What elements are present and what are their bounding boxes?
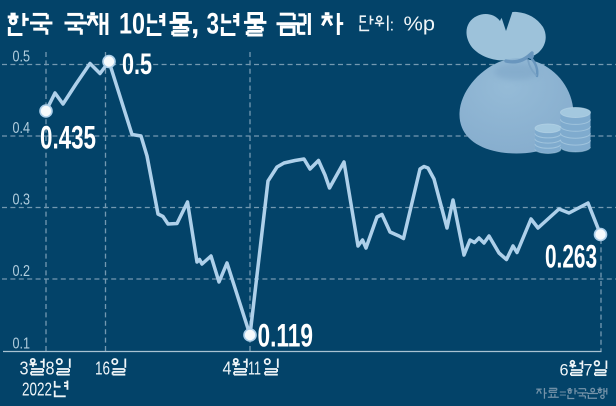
svg-text:4: 4 xyxy=(223,359,232,379)
svg-text:3: 3 xyxy=(207,8,220,41)
svg-text:0.263: 0.263 xyxy=(545,239,597,275)
svg-text:2022: 2022 xyxy=(22,380,52,400)
svg-text:0.5: 0.5 xyxy=(122,48,152,81)
svg-text:16: 16 xyxy=(95,359,110,379)
svg-text:0.3: 0.3 xyxy=(13,191,31,208)
svg-text:10: 10 xyxy=(119,8,145,41)
svg-text:=: = xyxy=(559,387,566,401)
svg-text:6: 6 xyxy=(560,361,569,380)
svg-text:0.435: 0.435 xyxy=(40,120,96,156)
svg-text:,: , xyxy=(191,8,199,41)
svg-text:3: 3 xyxy=(20,359,29,379)
svg-text:8: 8 xyxy=(46,359,55,379)
svg-text:7: 7 xyxy=(584,361,593,380)
svg-text::: : xyxy=(390,16,395,35)
svg-text:0.4: 0.4 xyxy=(13,120,31,137)
svg-text:0.1: 0.1 xyxy=(13,335,31,352)
svg-text:0.119: 0.119 xyxy=(258,318,314,354)
svg-text:0.2: 0.2 xyxy=(13,263,31,280)
svg-text:11: 11 xyxy=(248,359,261,379)
svg-text:0.5: 0.5 xyxy=(13,48,31,65)
svg-text:%p: %p xyxy=(404,13,436,36)
